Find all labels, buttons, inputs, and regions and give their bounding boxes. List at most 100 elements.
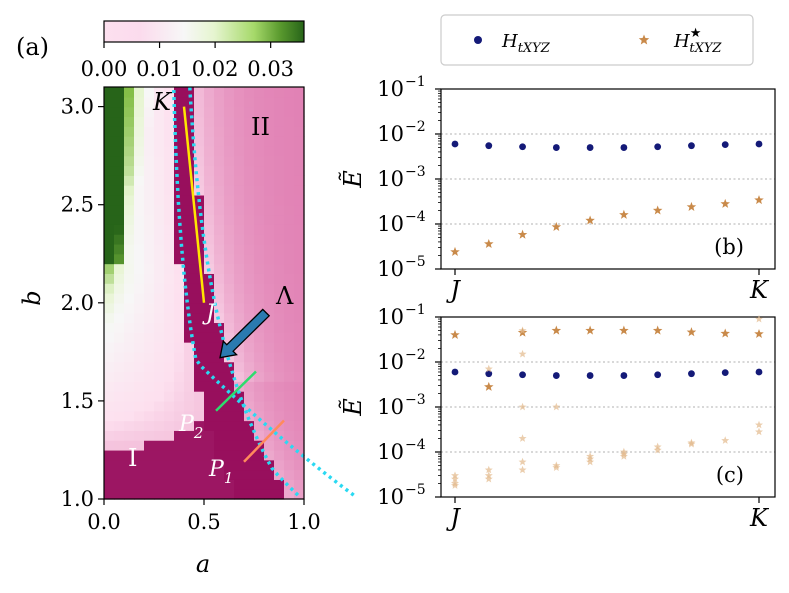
heatmap-cell	[124, 459, 135, 471]
heatmap-cell	[114, 342, 125, 353]
heatmap-cell	[134, 322, 145, 333]
heatmap-cell	[154, 273, 165, 284]
heatmap-cell	[134, 371, 145, 382]
heatmap-cell	[104, 430, 115, 441]
heatmap-cell	[174, 342, 185, 353]
heatmap-cell	[144, 381, 155, 392]
heatmap-cell	[124, 126, 135, 137]
heatmap-cell	[144, 234, 155, 245]
heatmap-cell	[164, 371, 175, 382]
heatmap-cell	[284, 479, 295, 490]
heatmap-cell	[234, 116, 245, 127]
heatmap-cell	[204, 194, 215, 206]
heatmap-cell	[164, 185, 175, 196]
heatmap-cell	[294, 136, 305, 147]
data-point-dot	[519, 371, 526, 379]
data-point-faint-star	[518, 465, 527, 474]
heatmap-cell	[264, 175, 275, 186]
heatmap-cell	[214, 342, 225, 353]
heatmap-cell	[234, 342, 245, 353]
heatmap-cell	[104, 126, 115, 137]
heatmap-cell	[194, 106, 205, 118]
heatmap-cell	[134, 430, 145, 441]
heatmap-cell	[184, 440, 195, 451]
heatmap-cell	[174, 430, 185, 441]
heatmap-cell	[234, 214, 245, 225]
heatmap-cell	[194, 312, 205, 324]
heatmap-cell	[134, 332, 145, 343]
data-point-faint-star	[653, 445, 662, 454]
heatmap-cell	[294, 302, 305, 314]
heatmap-cell	[234, 479, 245, 490]
heatmap-cell	[174, 214, 185, 225]
heatmap-cell	[204, 175, 215, 186]
data-point-faint-star	[484, 465, 493, 474]
heatmap-cell	[104, 214, 115, 225]
heatmap-cell	[114, 273, 125, 284]
heatmap-cell	[184, 479, 195, 490]
heatmap-cell	[104, 87, 115, 98]
heatmap-cell	[114, 253, 125, 265]
heatmap-cell	[234, 165, 245, 176]
heatmap-cell	[134, 96, 145, 108]
heatmap-cell	[174, 332, 185, 343]
heatmap-cell	[224, 116, 235, 127]
heatmap-cell	[224, 214, 235, 225]
y-tick-label: 10	[377, 122, 404, 146]
heatmap-cell	[114, 361, 125, 373]
heatmap-cell	[294, 283, 305, 294]
heatmap-cell	[114, 410, 125, 422]
heatmap-cell	[264, 126, 275, 137]
heatmap-cell	[204, 459, 215, 471]
heatmap-cell	[164, 410, 175, 422]
heatmap-cell	[204, 410, 215, 422]
heatmap-cell	[164, 459, 175, 471]
heatmap-cell	[114, 155, 125, 167]
heatmap-cell	[194, 440, 205, 451]
heatmap-cell	[264, 96, 275, 108]
x-tick-label: 0.5	[187, 510, 220, 534]
heatmap-cell	[254, 204, 265, 216]
heatmap-cell	[144, 165, 155, 176]
heatmap-cell	[154, 361, 165, 373]
heatmap-cell	[194, 332, 205, 343]
heatmap-cell	[294, 459, 305, 471]
heatmap-cell	[234, 391, 245, 402]
heatmap-cell	[214, 371, 225, 382]
data-point-star	[720, 198, 730, 208]
heatmap-cell	[164, 302, 175, 314]
heatmap-cell	[114, 96, 125, 108]
heatmap-cell	[194, 87, 205, 98]
heatmap-cell	[234, 371, 245, 382]
heatmap-cell	[274, 400, 285, 412]
heatmap-cell	[144, 489, 155, 500]
x-tick-label: J	[445, 504, 461, 532]
phase-boundary-right	[188, 86, 300, 497]
heatmap-cell	[204, 489, 215, 500]
data-point-dot	[688, 142, 695, 150]
heatmap-cell	[104, 293, 115, 304]
heatmap-cell	[294, 155, 305, 167]
heatmap-cell	[234, 155, 245, 167]
colorbar-tick-label: 0.01	[136, 57, 183, 81]
heatmap-cell	[254, 253, 265, 265]
data-point-dot	[654, 143, 662, 151]
heatmap-cell	[114, 214, 125, 225]
heatmap-cell	[134, 106, 145, 118]
data-point-dot	[451, 368, 459, 376]
heatmap-cell	[274, 136, 285, 147]
x-tick-label: K	[749, 276, 770, 304]
lambda-arrow	[219, 308, 271, 359]
heatmap-cell	[274, 253, 285, 265]
heatmap-cell	[234, 420, 245, 431]
heatmap-cell	[104, 283, 115, 294]
heatmap-cell	[284, 87, 295, 98]
heatmap-cell	[274, 440, 285, 451]
data-point-dot	[620, 144, 628, 151]
heatmap-cell	[294, 253, 305, 265]
heatmap-cell	[244, 243, 255, 255]
heatmap-cell	[204, 283, 215, 294]
heatmap-cell	[144, 145, 155, 157]
heatmap-cell	[164, 204, 175, 216]
heatmap-cell	[174, 175, 185, 186]
